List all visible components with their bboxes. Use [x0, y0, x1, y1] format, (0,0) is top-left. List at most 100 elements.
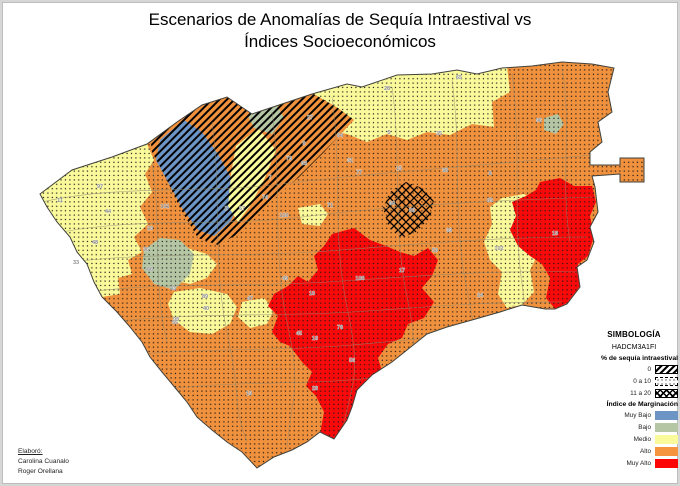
- legend-row: Muy Alto: [588, 459, 678, 468]
- legend-class-label: Alto: [639, 448, 651, 455]
- diagonal-hatch-swatch: [655, 365, 678, 374]
- municipality-number: 56: [349, 358, 355, 364]
- legend-row: 0 a 10: [588, 377, 678, 386]
- legend-class-label: Muy Alto: [626, 460, 651, 467]
- municipality-number: 55: [172, 320, 178, 326]
- municipality-number: 83: [301, 161, 307, 167]
- municipality-number: 27: [307, 115, 313, 121]
- municipality-number: 90: [409, 208, 415, 214]
- municipality-number: 9: [302, 141, 305, 147]
- municipality-number: 97: [97, 184, 103, 190]
- municipality-number: 5: [387, 130, 390, 136]
- municipality-number: 39: [446, 228, 452, 234]
- map-regions: [40, 62, 644, 468]
- color-swatch: [655, 411, 678, 420]
- credits-name-1: Carolina Cuanalo: [18, 458, 69, 466]
- municipality-number: 89: [202, 294, 208, 300]
- municipality-number: 33: [73, 260, 79, 266]
- legend-drought-classes: 0 0 a 10 11 a 20: [588, 365, 678, 398]
- municipality-number: 67: [239, 206, 245, 212]
- municipality-number: 73: [286, 156, 292, 162]
- municipality-number: 23: [147, 226, 153, 232]
- state-outline: [39, 61, 645, 469]
- legend-title: SIMBOLOGÍA: [607, 330, 661, 339]
- municipality-number: 53: [432, 248, 438, 254]
- municipality-number: 106: [355, 276, 364, 282]
- municipality-number: 71: [327, 203, 333, 209]
- legend-marginacion-heading: Índice de Marginación: [606, 401, 678, 408]
- municipality-number: 48: [92, 240, 98, 246]
- municipality-number: 16: [312, 336, 318, 342]
- municipality-number: 40: [203, 306, 209, 312]
- legend-class-label: Muy Bajo: [624, 412, 651, 419]
- municipality-number: 77: [356, 170, 362, 176]
- municipality-number: 47: [247, 296, 253, 302]
- municipality-number: 2: [224, 206, 227, 212]
- legend-scenario: HADCM3A1FI: [611, 344, 657, 351]
- legend: SIMBOLOGÍA HADCM3A1FI % de sequía intrae…: [588, 330, 678, 471]
- municipality-number: 96: [536, 118, 542, 124]
- municipality-number: 45: [296, 331, 302, 337]
- municipality-number: 15: [396, 166, 402, 172]
- legend-row: Medio: [588, 435, 678, 444]
- legend-class-label: Bajo: [638, 424, 651, 431]
- municipality-number: 11: [57, 198, 63, 204]
- municipality-number: 85: [487, 198, 493, 204]
- municipality-number: 49: [282, 276, 288, 282]
- municipality-number: 36: [143, 247, 149, 253]
- municipality-number: 65: [456, 75, 462, 81]
- municipality-number: 60: [389, 201, 395, 207]
- municipality-number: 8: [488, 171, 491, 177]
- municipality-number: 19: [246, 391, 252, 397]
- municipality-number: 38: [442, 168, 448, 174]
- municipality-number: 102: [494, 246, 503, 252]
- municipality-number: 78: [337, 325, 343, 331]
- municipality-number: 35: [436, 131, 442, 137]
- drought-zero-zone: [150, 92, 354, 245]
- credits-name-2: Roger Orellana: [18, 468, 63, 476]
- legend-row: 11 a 20: [588, 389, 678, 398]
- legend-class-label: Medio: [633, 436, 651, 443]
- crosshatch-swatch: [655, 389, 678, 398]
- municipality-number: 19: [552, 231, 558, 237]
- municipality-number: 74: [262, 195, 269, 201]
- municipality-number: 100: [279, 213, 288, 219]
- municipality-number: 7: [268, 175, 271, 181]
- legend-marginacion-classes: Muy Bajo Bajo Medio Alto Muy Alto: [588, 411, 678, 468]
- legend-class-label: 0: [647, 366, 651, 373]
- title-line-1: Escenarios de Anomalías de Sequía Intrae…: [148, 10, 532, 29]
- color-swatch: [655, 447, 678, 456]
- legend-row: Muy Bajo: [588, 411, 678, 420]
- municipality-number: 31: [347, 158, 353, 164]
- credits-heading: Elaboró:: [18, 448, 43, 455]
- credits: Elaboró: Carolina Cuanalo Roger Orellana: [18, 447, 69, 478]
- municipality-number: 28: [312, 386, 318, 392]
- municipality-number: 43: [170, 286, 176, 292]
- page-title: Escenarios de Anomalías de Sequía Intrae…: [2, 9, 678, 53]
- municipality-number: 24: [477, 293, 484, 299]
- municipality-number: 28: [384, 86, 390, 92]
- color-swatch: [655, 459, 678, 468]
- legend-row: Bajo: [588, 423, 678, 432]
- municipality-number: 84: [337, 133, 344, 139]
- title-line-2: Índices Socioeconómicos: [244, 31, 436, 51]
- dots-swatch: [655, 377, 678, 386]
- municipality-number: 98: [173, 317, 179, 323]
- drought-11-20-zone: [383, 182, 434, 238]
- color-swatch: [655, 435, 678, 444]
- legend-class-label: 11 a 20: [630, 390, 651, 397]
- legend-class-label: 0 a 10: [633, 378, 651, 385]
- municipality-number: 66: [147, 267, 153, 273]
- municipality-number: 101: [160, 204, 169, 210]
- legend-row: 0: [588, 365, 678, 374]
- color-swatch: [655, 423, 678, 432]
- municipality-number: 17: [399, 268, 405, 274]
- municipality-number: 44: [105, 209, 112, 215]
- municipality-number: 10: [309, 291, 315, 297]
- legend-row: Alto: [588, 447, 678, 456]
- legend-drought-heading: % de sequía intraestival: [600, 355, 678, 362]
